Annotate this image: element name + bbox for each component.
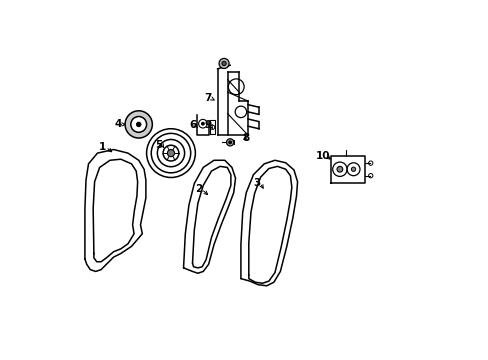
Circle shape [167,149,174,157]
Circle shape [201,122,204,125]
Text: 3: 3 [253,178,260,188]
Circle shape [336,166,342,172]
Text: 6: 6 [188,121,196,130]
Circle shape [125,111,152,138]
Text: 8: 8 [242,133,249,143]
Circle shape [226,139,233,146]
Circle shape [222,61,226,66]
Text: 2: 2 [195,184,202,194]
Text: 7: 7 [204,93,211,103]
Text: 10: 10 [315,150,329,161]
Circle shape [136,122,141,127]
Circle shape [351,167,355,171]
Circle shape [228,141,231,144]
Circle shape [131,117,146,132]
Text: 5: 5 [155,140,163,150]
Text: 4: 4 [114,120,122,129]
Text: 9: 9 [204,121,211,130]
Text: 1: 1 [99,142,106,152]
Circle shape [219,58,228,68]
